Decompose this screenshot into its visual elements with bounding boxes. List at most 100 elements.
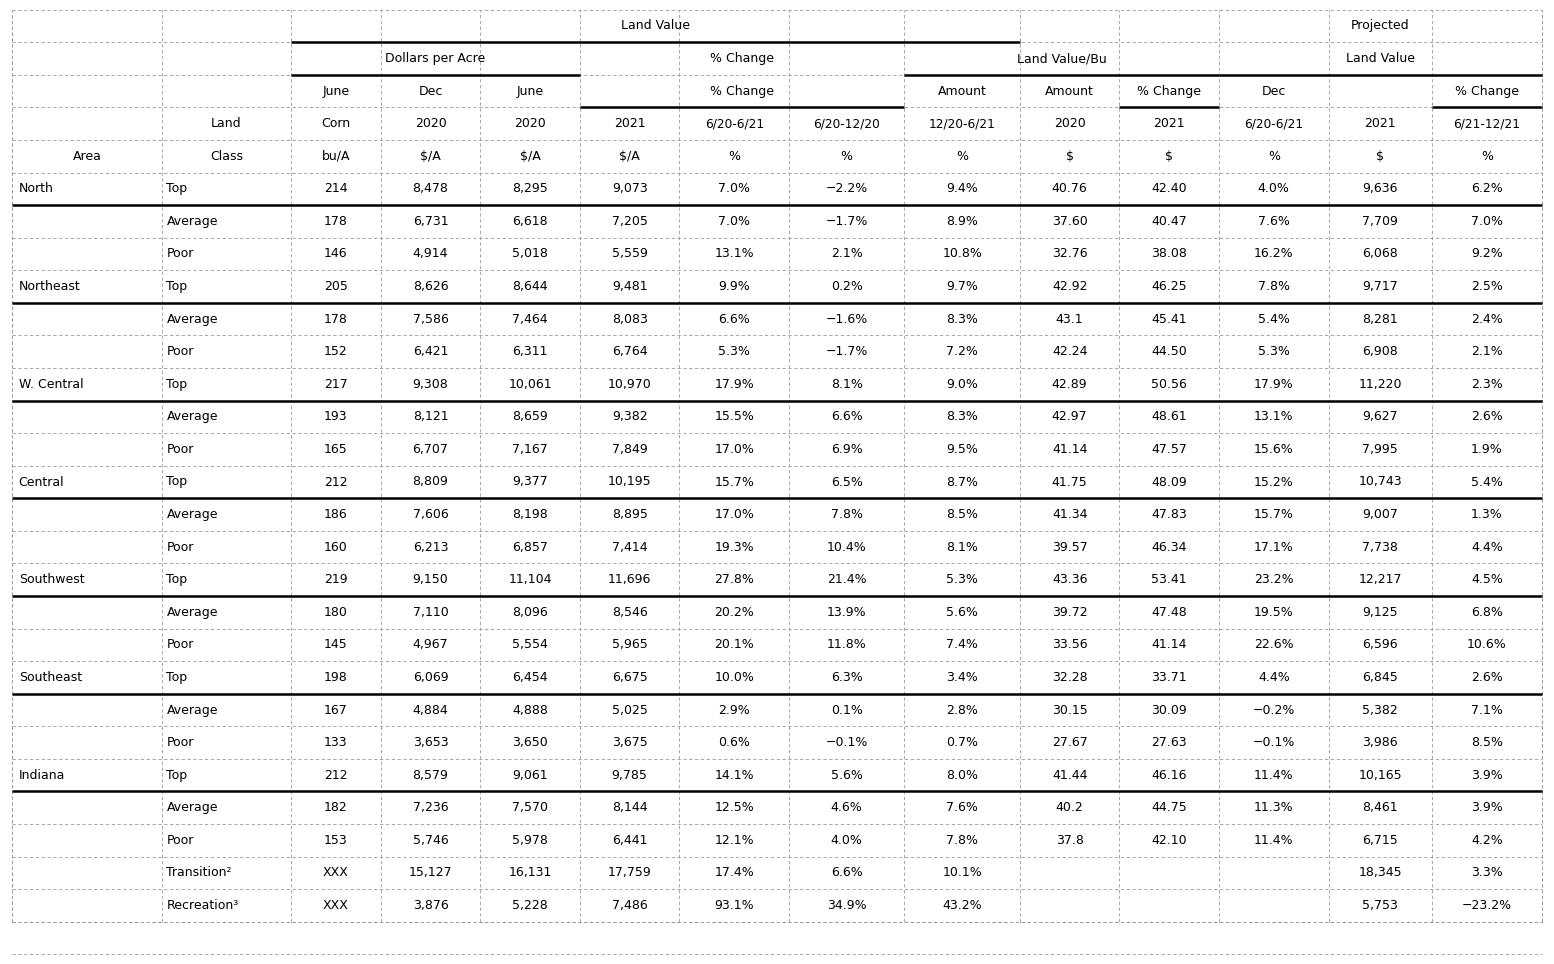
Text: 6,845: 6,845 — [1363, 671, 1399, 684]
Text: 6/20-6/21: 6/20-6/21 — [1245, 118, 1304, 130]
Text: 9,150: 9,150 — [413, 574, 449, 586]
Text: 41.14: 41.14 — [1052, 442, 1088, 456]
Text: 165: 165 — [325, 442, 348, 456]
Text: 16.2%: 16.2% — [1254, 248, 1293, 260]
Text: Average: Average — [166, 312, 218, 326]
Text: Poor: Poor — [166, 442, 194, 456]
Text: 1.3%: 1.3% — [1472, 508, 1503, 522]
Text: 8.1%: 8.1% — [946, 541, 977, 553]
Text: 30.15: 30.15 — [1052, 704, 1088, 716]
Text: 6,675: 6,675 — [612, 671, 648, 684]
Text: −1.6%: −1.6% — [825, 312, 867, 326]
Text: Top: Top — [166, 574, 188, 586]
Text: Poor: Poor — [166, 834, 194, 846]
Text: 18,345: 18,345 — [1358, 867, 1402, 879]
Text: 6,441: 6,441 — [612, 834, 648, 846]
Text: 9,308: 9,308 — [413, 378, 449, 390]
Text: 6.9%: 6.9% — [831, 442, 862, 456]
Text: 6,454: 6,454 — [513, 671, 549, 684]
Text: 6,213: 6,213 — [413, 541, 448, 553]
Text: % Change: % Change — [1455, 85, 1518, 97]
Text: 10.0%: 10.0% — [715, 671, 754, 684]
Text: 10,061: 10,061 — [508, 378, 552, 390]
Text: % Change: % Change — [710, 85, 774, 97]
Text: Central: Central — [19, 475, 64, 489]
Text: 9.7%: 9.7% — [946, 280, 977, 293]
Text: 4.4%: 4.4% — [1257, 671, 1290, 684]
Text: 8.5%: 8.5% — [946, 508, 977, 522]
Text: Dec: Dec — [1262, 85, 1287, 97]
Text: 167: 167 — [325, 704, 348, 716]
Text: %: % — [956, 149, 968, 163]
Text: 178: 178 — [325, 215, 348, 228]
Text: 9,377: 9,377 — [513, 475, 549, 489]
Text: Area: Area — [73, 149, 101, 163]
Text: 9,481: 9,481 — [612, 280, 648, 293]
Text: 39.72: 39.72 — [1052, 605, 1088, 619]
Text: 193: 193 — [325, 411, 348, 423]
Text: −23.2%: −23.2% — [1462, 899, 1512, 912]
Text: 214: 214 — [325, 182, 348, 196]
Text: 212: 212 — [325, 768, 348, 782]
Text: 8,198: 8,198 — [513, 508, 549, 522]
Text: 11,220: 11,220 — [1358, 378, 1402, 390]
Text: 42.92: 42.92 — [1052, 280, 1088, 293]
Text: 47.48: 47.48 — [1152, 605, 1187, 619]
Text: 9.0%: 9.0% — [946, 378, 977, 390]
Text: 41.14: 41.14 — [1152, 638, 1187, 652]
Text: 11.4%: 11.4% — [1254, 834, 1293, 846]
Text: 17.0%: 17.0% — [715, 508, 754, 522]
Text: 37.8: 37.8 — [1055, 834, 1083, 846]
Text: 43.1: 43.1 — [1055, 312, 1083, 326]
Text: 2.1%: 2.1% — [1472, 345, 1503, 359]
Text: 27.67: 27.67 — [1052, 736, 1088, 749]
Text: 10.8%: 10.8% — [942, 248, 982, 260]
Text: 2.9%: 2.9% — [718, 704, 751, 716]
Text: 5,018: 5,018 — [513, 248, 549, 260]
Text: 6,857: 6,857 — [513, 541, 549, 553]
Text: 5.6%: 5.6% — [946, 605, 977, 619]
Text: Poor: Poor — [166, 638, 194, 652]
Text: 17.9%: 17.9% — [715, 378, 754, 390]
Text: 6.3%: 6.3% — [831, 671, 862, 684]
Text: 5,746: 5,746 — [413, 834, 449, 846]
Text: Land Value: Land Value — [1346, 52, 1414, 65]
Text: 2020: 2020 — [514, 118, 545, 130]
Text: 8,478: 8,478 — [413, 182, 449, 196]
Text: 41.75: 41.75 — [1052, 475, 1088, 489]
Text: 5,753: 5,753 — [1363, 899, 1399, 912]
Text: 3,675: 3,675 — [612, 736, 648, 749]
Text: 8,809: 8,809 — [413, 475, 449, 489]
Text: 9,717: 9,717 — [1363, 280, 1399, 293]
Text: Southwest: Southwest — [19, 574, 84, 586]
Text: 12/20-6/21: 12/20-6/21 — [929, 118, 996, 130]
Text: 6.6%: 6.6% — [718, 312, 751, 326]
Text: Top: Top — [166, 671, 188, 684]
Text: Average: Average — [166, 605, 218, 619]
Text: 7,606: 7,606 — [413, 508, 449, 522]
Text: 8.1%: 8.1% — [831, 378, 862, 390]
Text: 7.0%: 7.0% — [718, 215, 751, 228]
Text: 6,715: 6,715 — [1363, 834, 1399, 846]
Text: 0.2%: 0.2% — [831, 280, 862, 293]
Text: 9,382: 9,382 — [612, 411, 648, 423]
Text: 5.6%: 5.6% — [831, 768, 862, 782]
Text: 7.2%: 7.2% — [946, 345, 977, 359]
Text: 46.25: 46.25 — [1152, 280, 1187, 293]
Text: 6,596: 6,596 — [1363, 638, 1399, 652]
Text: 8.3%: 8.3% — [946, 411, 977, 423]
Text: 7,570: 7,570 — [513, 801, 549, 815]
Text: 41.34: 41.34 — [1052, 508, 1088, 522]
Text: Projected: Projected — [1350, 19, 1409, 33]
Text: 6.6%: 6.6% — [831, 411, 862, 423]
Text: 7.4%: 7.4% — [946, 638, 977, 652]
Text: 4,914: 4,914 — [413, 248, 448, 260]
Text: 8.0%: 8.0% — [946, 768, 977, 782]
Text: 5,025: 5,025 — [612, 704, 648, 716]
Text: 9,636: 9,636 — [1363, 182, 1399, 196]
Text: 5.3%: 5.3% — [946, 574, 977, 586]
Text: 8.3%: 8.3% — [946, 312, 977, 326]
Text: 30.09: 30.09 — [1152, 704, 1187, 716]
Text: 19.3%: 19.3% — [715, 541, 754, 553]
Text: 3,653: 3,653 — [413, 736, 449, 749]
